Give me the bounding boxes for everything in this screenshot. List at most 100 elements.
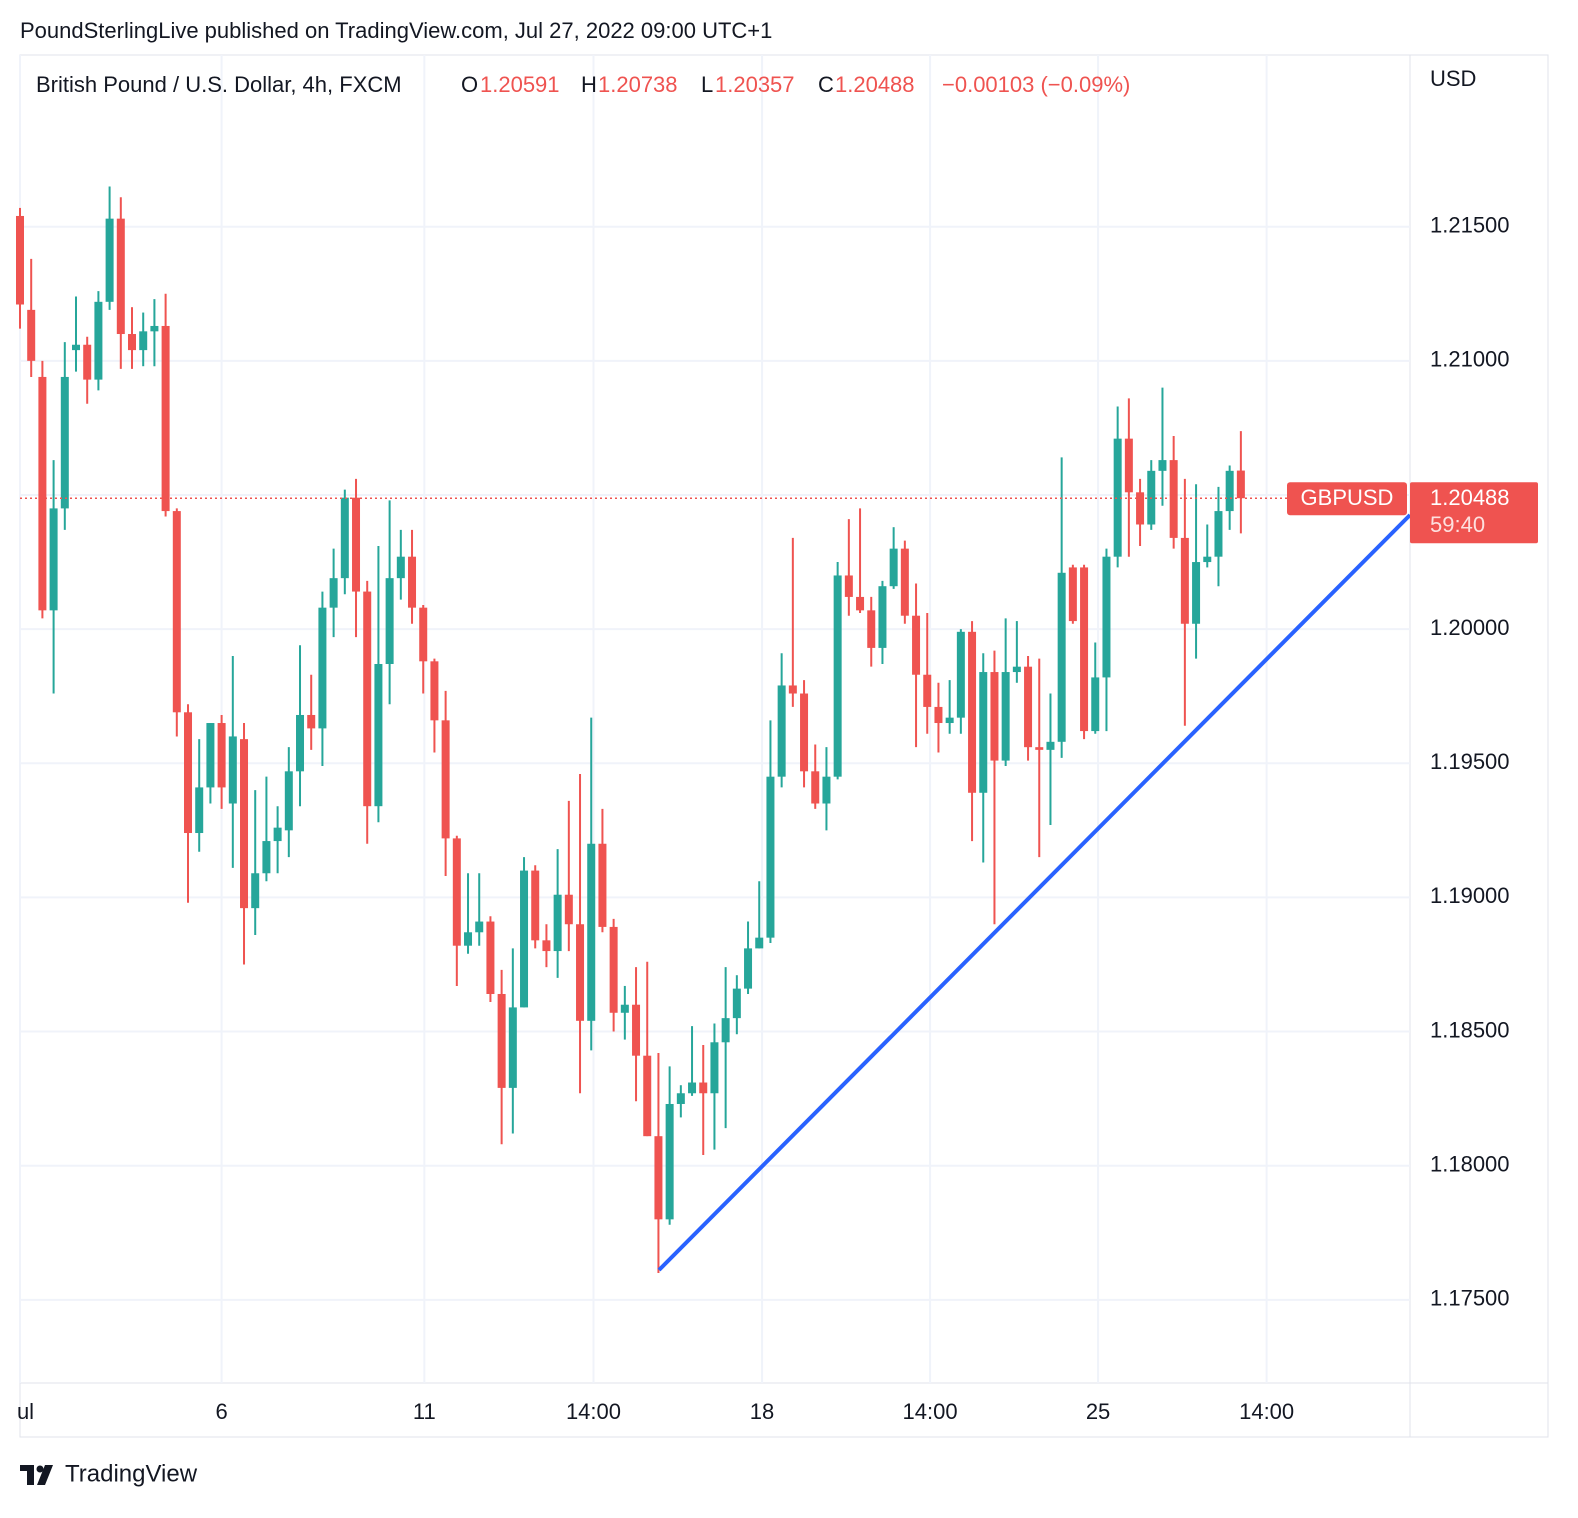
candle-body	[990, 672, 999, 761]
candle-body	[27, 309, 36, 361]
symbol-title: British Pound / U.S. Dollar, 4h, FXCM	[36, 72, 402, 97]
candle-body	[766, 776, 775, 938]
ohlc-value: 1.20357	[715, 72, 795, 97]
candle-body	[273, 827, 282, 842]
candle-body	[374, 664, 383, 807]
candle-body	[1203, 556, 1212, 563]
candle-body	[352, 497, 361, 592]
candle-body	[788, 685, 797, 694]
candle-body	[900, 548, 909, 616]
candle-body	[1124, 438, 1133, 493]
last-price-label: 1.20488	[1430, 485, 1510, 510]
x-tick-label: 11	[413, 1399, 436, 1424]
candle-body	[329, 578, 338, 608]
labels: Jul 6 11 14:00 18 14:00 25 14:00 1.17500 1.18000 1…	[6, 213, 1538, 1424]
candle-body	[889, 548, 898, 587]
y-tick-label: 1.21500	[1430, 213, 1510, 238]
candle-body	[396, 556, 405, 579]
y-tick-label: 1.21000	[1430, 347, 1510, 372]
candles	[16, 186, 1410, 1274]
candle-body	[844, 575, 853, 597]
candle-body	[49, 508, 58, 611]
x-tick-label: Jul	[6, 1399, 34, 1424]
candle-body	[508, 1007, 517, 1088]
candle-body	[979, 672, 988, 793]
candle-body	[520, 870, 529, 1008]
candle-body	[1080, 567, 1089, 732]
ohlc-value: 1.20591	[480, 72, 560, 97]
candle-body	[128, 334, 137, 351]
candle-body	[878, 586, 887, 648]
x-tick-label: 14:00	[566, 1399, 621, 1424]
brand: TradingView	[65, 1460, 198, 1487]
y-tick-label: 1.19500	[1430, 749, 1510, 774]
candle-body	[777, 685, 786, 777]
candle-body	[1012, 666, 1021, 673]
candle-body	[1192, 562, 1201, 624]
ohlc-label: O	[461, 72, 478, 97]
candle-body	[251, 873, 260, 909]
candle-body	[72, 344, 81, 351]
candle-body	[1091, 677, 1100, 732]
y-tick-label: 1.19000	[1430, 883, 1510, 908]
candle-body	[340, 497, 349, 579]
candle-body	[833, 575, 842, 777]
ohlc-label: H	[581, 72, 597, 97]
candle-body	[452, 838, 461, 946]
candle-body	[1068, 567, 1077, 622]
candle-body	[161, 325, 170, 512]
candle-body	[206, 723, 215, 788]
trend-line	[657, 513, 1412, 1272]
brand-logo	[20, 1465, 53, 1485]
candle-body	[912, 615, 921, 675]
x-tick-label: 25	[1086, 1399, 1110, 1424]
candle-body	[262, 841, 271, 874]
candle-body	[172, 511, 181, 713]
candle-body	[945, 717, 954, 724]
candle-body	[1001, 672, 1010, 761]
candle-body	[139, 331, 148, 351]
candle-body	[632, 1004, 641, 1056]
candle-body	[464, 932, 473, 946]
publisher: PoundSterlingLive published on TradingVi…	[20, 18, 772, 43]
candle-body	[923, 674, 932, 707]
candle-body	[475, 921, 484, 933]
candle-body	[564, 894, 573, 925]
candle-body	[688, 1082, 697, 1094]
y-tick-label: 1.18000	[1430, 1152, 1510, 1177]
candle-body	[598, 843, 607, 927]
candle-body	[1236, 470, 1245, 499]
candle-body	[744, 948, 753, 989]
candle-body	[1136, 492, 1145, 525]
candle-body	[363, 591, 372, 807]
candle-body	[867, 610, 876, 648]
x-tick-label: 6	[215, 1399, 227, 1424]
candle-body	[732, 988, 741, 1019]
symbol-tag	[1287, 482, 1407, 516]
candle-body	[116, 218, 125, 335]
symbol-label: GBPUSD	[1301, 485, 1394, 510]
candle-body	[430, 661, 439, 721]
candle-body	[83, 344, 92, 380]
y-tick-label: 1.20000	[1430, 615, 1510, 640]
currency: USD	[1430, 66, 1476, 91]
candle-body	[38, 376, 47, 611]
candle-body	[486, 921, 495, 994]
candle-body	[419, 607, 428, 662]
candle-body	[1046, 741, 1055, 750]
ohlc-value: 1.20488	[835, 72, 915, 97]
candle-body	[150, 325, 159, 332]
candle-body	[956, 631, 965, 718]
candle-body	[665, 1103, 674, 1220]
candle-body	[934, 706, 943, 724]
candle-body	[217, 723, 226, 788]
candle-body	[1035, 747, 1044, 750]
candle-body	[240, 739, 249, 909]
candle-body	[699, 1082, 708, 1094]
candle-body	[531, 870, 540, 941]
candle-body	[553, 894, 562, 952]
candle-body	[94, 301, 103, 380]
candle-body	[184, 712, 193, 834]
ohlc-label: L	[701, 72, 713, 97]
